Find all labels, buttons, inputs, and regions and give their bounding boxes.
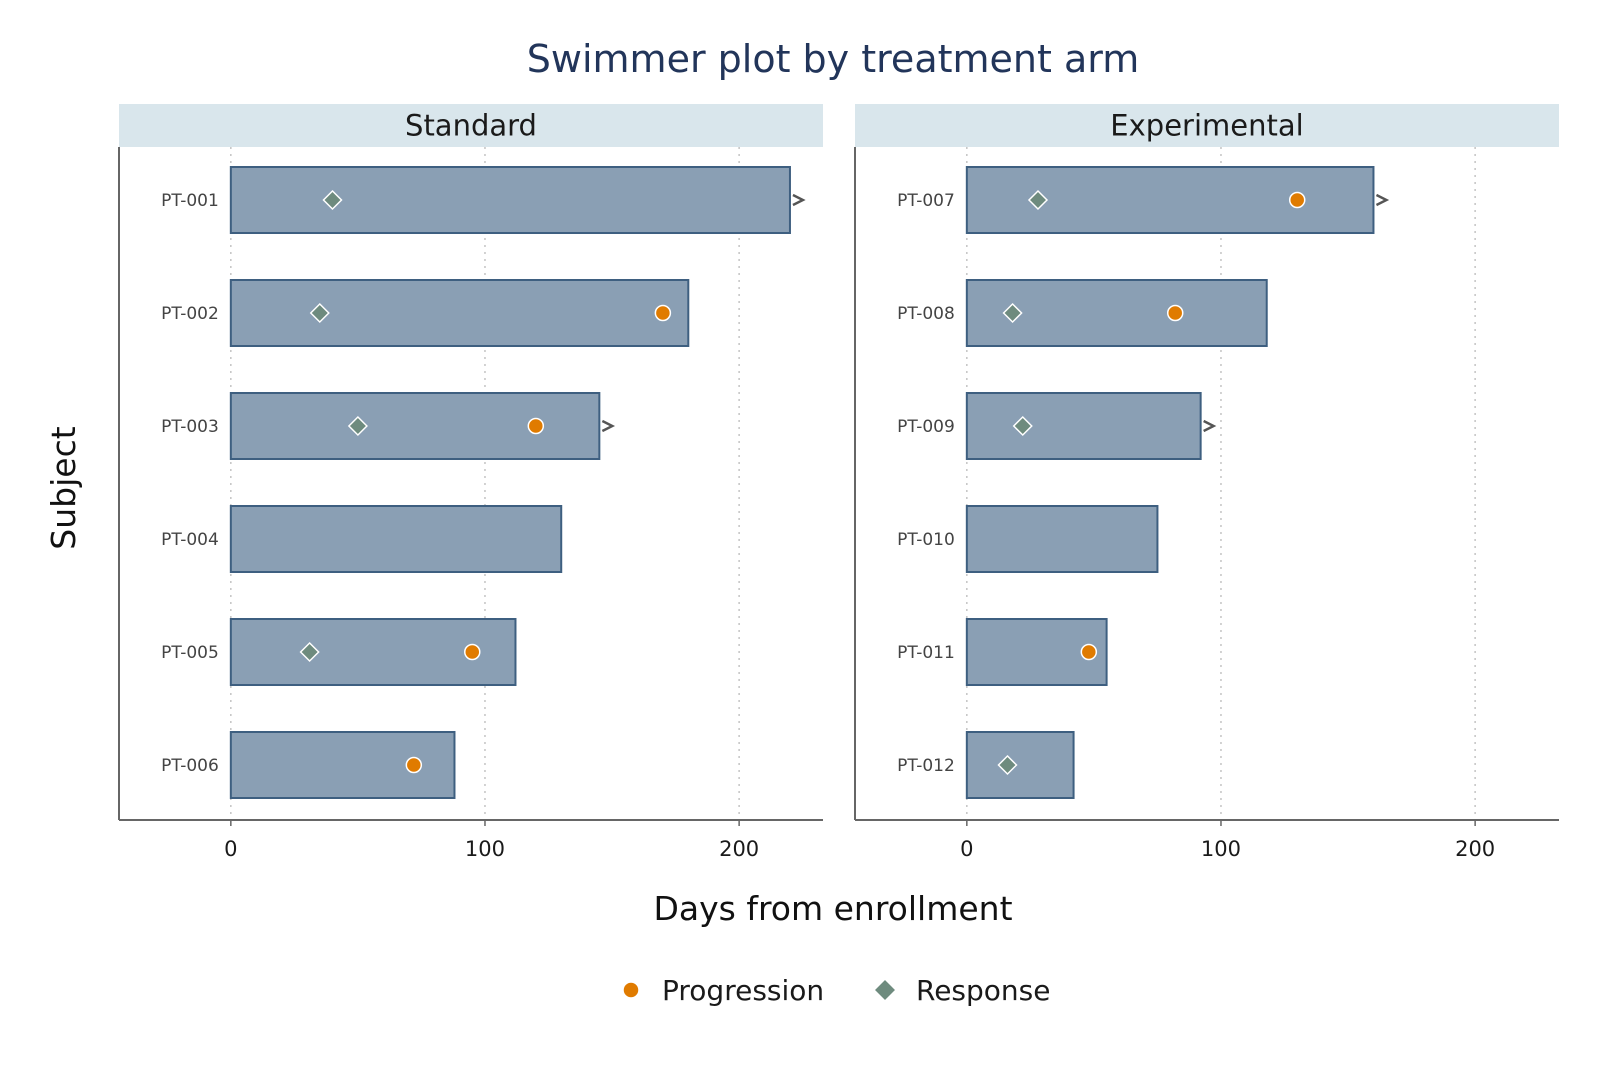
panel-1-strip bbox=[119, 104, 823, 147]
y-tick-label-PT-011: PT-011 bbox=[897, 643, 955, 663]
chart-title: Swimmer plot by treatment arm bbox=[527, 37, 1139, 81]
bar-PT-007 bbox=[965, 166, 1375, 234]
x-axis-title: Days from enrollment bbox=[653, 889, 1012, 928]
y-tick-label-PT-001: PT-001 bbox=[161, 191, 219, 211]
panel-2-x-tick-label: 200 bbox=[1455, 837, 1495, 861]
bar-PT-009 bbox=[965, 392, 1202, 460]
bar-PT-003 bbox=[229, 392, 601, 460]
ongoing-arrow-PT-007 bbox=[1375, 193, 1390, 207]
response-marker-PT-001 bbox=[322, 189, 343, 211]
response-marker-PT-012 bbox=[997, 754, 1018, 776]
bar-PT-012 bbox=[965, 731, 1075, 799]
progression-marker-PT-007 bbox=[1288, 191, 1306, 209]
axes-layer: 0 100 200 PT-001 PT-002 PT-003 PT-004 PT-005 PT-… bbox=[118, 147, 1559, 861]
panel-1-x-tick-label: 0 bbox=[224, 837, 237, 861]
panel-2-x-tick-label: 100 bbox=[1201, 837, 1241, 861]
progression-marker-PT-006 bbox=[405, 756, 423, 774]
facet-strips: Standard Experimental bbox=[119, 104, 1559, 147]
response-marker-PT-003 bbox=[347, 415, 368, 437]
y-tick-label-PT-006: PT-006 bbox=[161, 756, 219, 776]
bar-PT-002 bbox=[229, 279, 690, 347]
response-marker-PT-005 bbox=[299, 641, 320, 663]
response-marker-PT-002 bbox=[309, 302, 330, 324]
y-tick-label-PT-003: PT-003 bbox=[161, 417, 219, 437]
response-marker-PT-009 bbox=[1012, 415, 1033, 437]
legend: Progression Response bbox=[622, 974, 1050, 1007]
panel-1-x-tick-label: 100 bbox=[465, 837, 505, 861]
y-axis-title: Subject bbox=[44, 426, 83, 549]
panel-2-strip bbox=[855, 104, 1559, 147]
grid-layer bbox=[230, 147, 1476, 820]
panel-2-strip-label: Experimental bbox=[1110, 109, 1303, 143]
marker-layer bbox=[299, 189, 1390, 776]
ongoing-arrow-PT-009 bbox=[1203, 419, 1217, 433]
y-tick-label-PT-010: PT-010 bbox=[897, 530, 955, 550]
y-tick-label-PT-012: PT-012 bbox=[897, 756, 955, 776]
response-marker-PT-007 bbox=[1027, 189, 1049, 211]
y-tick-label-PT-007: PT-007 bbox=[897, 191, 955, 211]
y-tick-label-PT-009: PT-009 bbox=[897, 417, 955, 437]
progression-marker-PT-002 bbox=[654, 304, 672, 322]
y-tick-label-PT-004: PT-004 bbox=[161, 530, 219, 550]
progression-marker-PT-003 bbox=[527, 417, 545, 435]
legend-response-label: Response bbox=[916, 974, 1050, 1007]
bar-PT-010 bbox=[965, 505, 1159, 573]
bar-PT-001 bbox=[229, 166, 791, 234]
y-tick-label-PT-008: PT-008 bbox=[897, 304, 955, 324]
panel-1-x-tick-label: 200 bbox=[719, 837, 759, 861]
bar-PT-004 bbox=[229, 505, 563, 573]
progression-marker-PT-005 bbox=[464, 643, 481, 661]
legend-progression-icon bbox=[622, 981, 640, 999]
y-tick-label-PT-002: PT-002 bbox=[161, 304, 219, 324]
bar-layer bbox=[229, 166, 1375, 799]
legend-response-icon bbox=[872, 977, 898, 1003]
progression-marker-PT-008 bbox=[1166, 304, 1184, 322]
progression-marker-PT-011 bbox=[1080, 643, 1098, 661]
ongoing-arrow-PT-003 bbox=[601, 419, 616, 433]
y-tick-label-PT-005: PT-005 bbox=[161, 643, 219, 663]
legend-progression-label: Progression bbox=[662, 974, 824, 1007]
ongoing-arrow-PT-001 bbox=[792, 193, 806, 207]
response-marker-PT-008 bbox=[1002, 302, 1023, 324]
panel-2-x-tick-label: 0 bbox=[960, 837, 973, 861]
panel-1-strip-label: Standard bbox=[405, 109, 537, 143]
